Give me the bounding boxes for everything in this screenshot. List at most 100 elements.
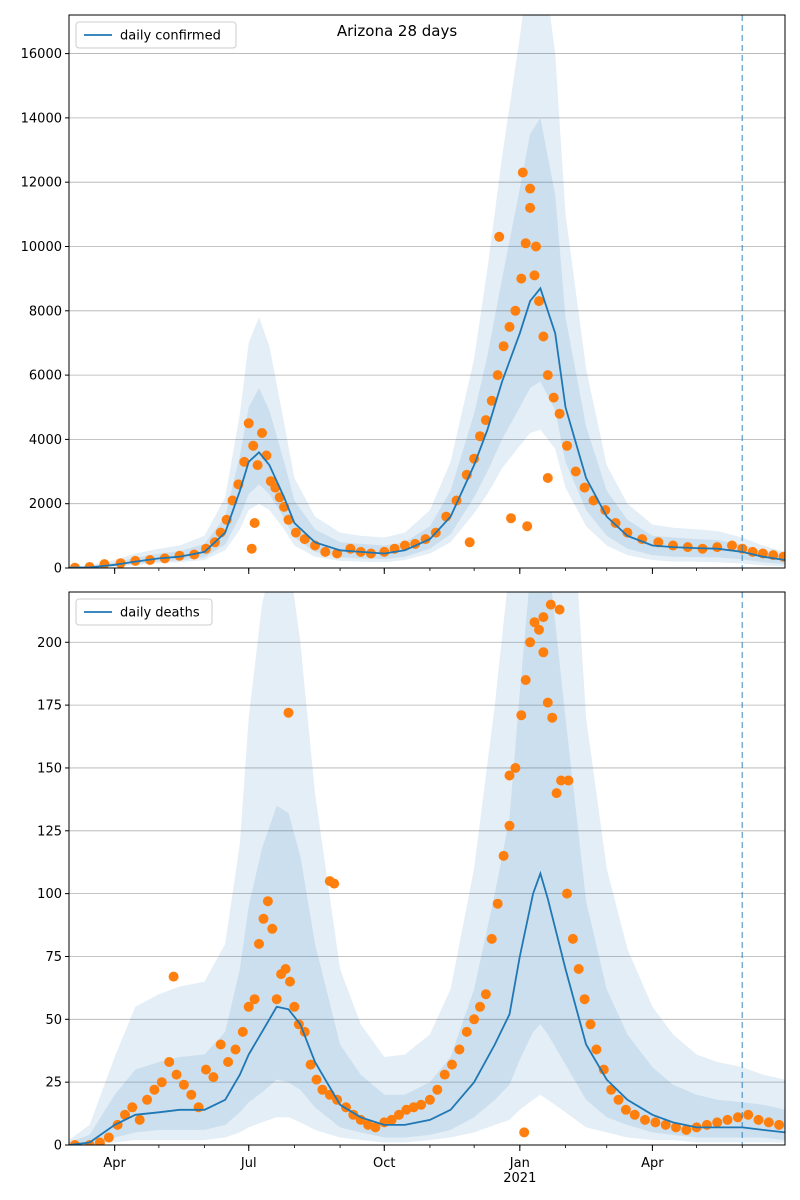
series-line-daily-deaths: [69, 870, 785, 1145]
y-tick-label: 175: [37, 699, 62, 714]
data-point: [379, 546, 390, 557]
data-point: [243, 418, 254, 429]
legend-box: [75, 21, 237, 49]
data-point: [556, 775, 567, 786]
data-point: [629, 1109, 640, 1120]
data-point: [763, 1117, 774, 1128]
data-point: [562, 888, 572, 899]
data-point: [504, 770, 515, 781]
data-point: [517, 167, 528, 178]
data-point: [498, 341, 509, 352]
data-point: [510, 305, 521, 316]
data-point: [567, 933, 578, 944]
data-point: [370, 1122, 381, 1133]
data-point: [156, 1077, 167, 1088]
data-point: [257, 428, 267, 438]
data-point: [299, 534, 310, 545]
data-point: [439, 1069, 450, 1080]
y-tick-label: 4000: [29, 433, 62, 448]
data-point: [480, 989, 491, 1000]
data-point: [753, 1114, 764, 1125]
data-point: [520, 675, 531, 685]
chart-title: Arizona 28 days: [337, 22, 458, 40]
data-point: [516, 710, 527, 721]
data-point: [529, 617, 540, 628]
data-point: [613, 1094, 624, 1105]
data-point: [542, 370, 553, 381]
data-point: [573, 964, 584, 974]
data-point: [525, 202, 536, 213]
data-point: [591, 1044, 602, 1055]
data-point: [722, 1114, 733, 1125]
data-point: [562, 440, 572, 451]
data-point: [510, 763, 521, 773]
data-point: [486, 395, 497, 406]
data-point: [545, 599, 556, 610]
data-point: [774, 1119, 785, 1130]
legend-box: [75, 598, 213, 626]
data-point: [271, 994, 282, 1005]
data-point: [701, 1119, 712, 1130]
x-tick-label: Jul: [240, 1156, 257, 1171]
data-point: [230, 1044, 241, 1055]
data-point: [171, 1069, 182, 1080]
data-point: [262, 896, 273, 907]
data-point: [320, 546, 331, 557]
x-tick-label: Apr: [641, 1156, 664, 1171]
data-point: [164, 1057, 175, 1067]
plot-area-confirmed: [68, 14, 786, 569]
data-point: [386, 1114, 397, 1125]
data-point: [542, 473, 553, 483]
data-point: [267, 923, 278, 934]
data-point: [538, 647, 549, 658]
data-point: [554, 408, 565, 419]
data-point: [579, 994, 590, 1005]
data-point: [650, 1117, 661, 1128]
data-point: [585, 1019, 596, 1030]
y-tick-label: 100: [37, 887, 62, 902]
data-point: [486, 933, 497, 944]
data-point: [305, 1059, 316, 1070]
data-point: [249, 518, 260, 528]
data-point: [506, 513, 516, 524]
data-point: [712, 1117, 723, 1128]
series-line-daily-confirmed: [69, 286, 785, 568]
legend-label-daily-deaths: daily deaths: [120, 606, 200, 621]
data-point: [653, 537, 664, 548]
data-point: [246, 543, 257, 554]
data-point: [178, 1079, 189, 1090]
data-point: [534, 624, 544, 635]
data-point: [516, 273, 527, 284]
x-tick-sublabel: 2021: [503, 1171, 536, 1186]
confirmed-panel: Arizona 28 days 0 2000 4000 6000 8000 10000 12…: [21, 14, 786, 577]
data-point: [186, 1089, 197, 1100]
y-tick-label: 200: [37, 636, 62, 651]
data-point: [127, 1102, 138, 1113]
data-point: [285, 976, 295, 987]
data-point: [538, 612, 549, 623]
data-point: [610, 518, 621, 528]
data-point: [394, 1109, 404, 1120]
data-point: [252, 460, 263, 471]
data-point: [620, 1104, 631, 1115]
data-point: [193, 1102, 204, 1113]
y-tick-label: 10000: [21, 240, 62, 255]
data-point: [424, 1094, 435, 1105]
data-point: [743, 1109, 754, 1120]
y-tick-label: 6000: [29, 369, 62, 384]
plot-layer: [69, 592, 785, 1145]
data-point: [215, 1039, 226, 1050]
data-point: [519, 1127, 530, 1138]
data-point: [475, 1001, 485, 1012]
data-point: [525, 637, 536, 648]
legend-confirmed: daily confirmed: [75, 21, 237, 49]
y-tick-label: 150: [37, 761, 62, 776]
y-tick-label: 25: [45, 1076, 62, 1091]
legend-label-daily-confirmed: daily confirmed: [120, 29, 221, 44]
data-point: [640, 1114, 650, 1125]
data-point: [547, 712, 558, 723]
data-point: [494, 231, 505, 242]
data-point: [317, 1084, 328, 1095]
data-point: [149, 1084, 160, 1095]
